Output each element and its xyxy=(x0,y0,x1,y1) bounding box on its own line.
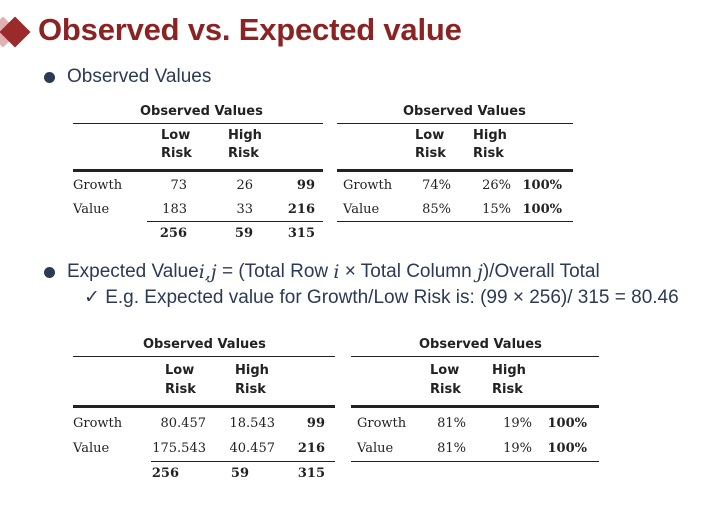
row-total: 216 xyxy=(287,202,315,217)
header-rule xyxy=(337,169,573,172)
row-total: 100% xyxy=(522,202,563,217)
cell-value: 175.543 xyxy=(152,441,206,456)
sub-bullet-example: ✓ E.g. Expected value for Growth/Low Ris… xyxy=(84,287,679,308)
row-label: Value xyxy=(343,202,380,217)
cell-value: 26% xyxy=(482,178,511,193)
row-label: Value xyxy=(357,441,394,456)
cell-value: 33 xyxy=(236,202,253,217)
bullet-dot-icon xyxy=(44,71,55,83)
col-total: 59 xyxy=(234,226,253,241)
table-title-rule xyxy=(73,123,323,124)
cell-value: 81% xyxy=(437,416,466,431)
col-header-high-risk: Risk xyxy=(235,382,266,397)
cell-value: 19% xyxy=(503,416,532,431)
cell-value: 73 xyxy=(170,178,187,193)
formula-prefix: Expected Value xyxy=(67,261,199,282)
row-total: 99 xyxy=(296,178,315,193)
col-header-low-risk: Risk xyxy=(161,146,192,161)
cell-value: 74% xyxy=(422,178,451,193)
col-header-low: Low xyxy=(161,128,191,143)
formula-suffix: )/Overall Total xyxy=(482,261,600,282)
table-title: Observed Values xyxy=(140,104,263,119)
bullet-observed-values: Observed Values xyxy=(44,66,211,88)
col-header-low: Low xyxy=(415,128,445,143)
col-header-high-risk: Risk xyxy=(228,146,259,161)
formula-part: × Total Column xyxy=(339,261,477,282)
grand-total: 315 xyxy=(297,466,325,481)
row-label: Growth xyxy=(73,178,123,193)
cell-value: 18.543 xyxy=(229,416,276,431)
bottom-rule xyxy=(351,461,599,462)
formula-i: i xyxy=(333,261,340,283)
table-title: Observed Values xyxy=(403,104,526,119)
table-title-rule xyxy=(73,356,335,357)
row-total: 99 xyxy=(306,416,325,431)
col-total: 256 xyxy=(151,466,179,481)
expected-counts-table: Observed Values Low Risk High Risk Growt… xyxy=(73,337,335,487)
row-label: Value xyxy=(73,441,110,456)
expected-percent-table: Observed Values Low Risk High Risk Growt… xyxy=(351,337,599,467)
col-header-low-risk: Risk xyxy=(165,382,196,397)
table-title-rule xyxy=(337,123,573,124)
col-header-high: High xyxy=(228,128,262,143)
slide-title: Observed vs. Expected value xyxy=(38,12,462,47)
row-label: Value xyxy=(73,202,110,217)
observed-percent-table: Observed Values Low Risk High Risk Growt… xyxy=(337,104,573,224)
cell-value: 183 xyxy=(162,202,187,217)
formula-ij: i,j xyxy=(198,261,217,283)
col-header-high: High xyxy=(473,128,507,143)
bottom-rule xyxy=(337,221,573,222)
cell-value: 15% xyxy=(482,202,511,217)
bullet-expected-value: Expected Value i,j = (Total Row i × Total… xyxy=(44,261,600,283)
row-label: Growth xyxy=(343,178,393,193)
cell-value: 81% xyxy=(437,441,466,456)
header-rule xyxy=(73,169,323,172)
bullet-dot-icon xyxy=(44,266,55,278)
grand-total: 315 xyxy=(287,226,315,241)
cell-value: 26 xyxy=(236,178,253,193)
totals-rule xyxy=(147,221,323,222)
row-total: 216 xyxy=(297,441,325,456)
col-header-high: High xyxy=(235,363,269,378)
header-rule xyxy=(73,405,335,408)
col-header-high: High xyxy=(492,363,526,378)
bullet-text: Observed Values xyxy=(67,66,212,87)
col-total: 256 xyxy=(159,226,187,241)
col-total: 59 xyxy=(230,466,249,481)
table-title: Observed Values xyxy=(143,337,266,352)
cell-value: 19% xyxy=(503,441,532,456)
col-header-high-risk: Risk xyxy=(492,382,523,397)
header-rule xyxy=(351,405,599,408)
col-header-high-risk: Risk xyxy=(473,146,504,161)
col-header-low: Low xyxy=(430,363,460,378)
col-header-low-risk: Risk xyxy=(415,146,446,161)
row-label: Growth xyxy=(357,416,407,431)
col-header-low-risk: Risk xyxy=(430,382,461,397)
cell-value: 85% xyxy=(422,202,451,217)
formula-j: j xyxy=(476,261,483,283)
formula-part: = (Total Row xyxy=(216,261,334,282)
cell-value: 80.457 xyxy=(160,416,207,431)
row-total: 100% xyxy=(522,178,563,193)
observed-counts-table: Observed Values Low Risk High Risk Growt… xyxy=(73,104,323,244)
table-title-rule xyxy=(351,356,599,357)
cell-value: 40.457 xyxy=(229,441,276,456)
row-label: Growth xyxy=(73,416,123,431)
row-total: 100% xyxy=(547,441,588,456)
table-title: Observed Values xyxy=(419,337,542,352)
col-header-low: Low xyxy=(165,363,195,378)
row-total: 100% xyxy=(547,416,588,431)
totals-rule xyxy=(151,461,335,462)
